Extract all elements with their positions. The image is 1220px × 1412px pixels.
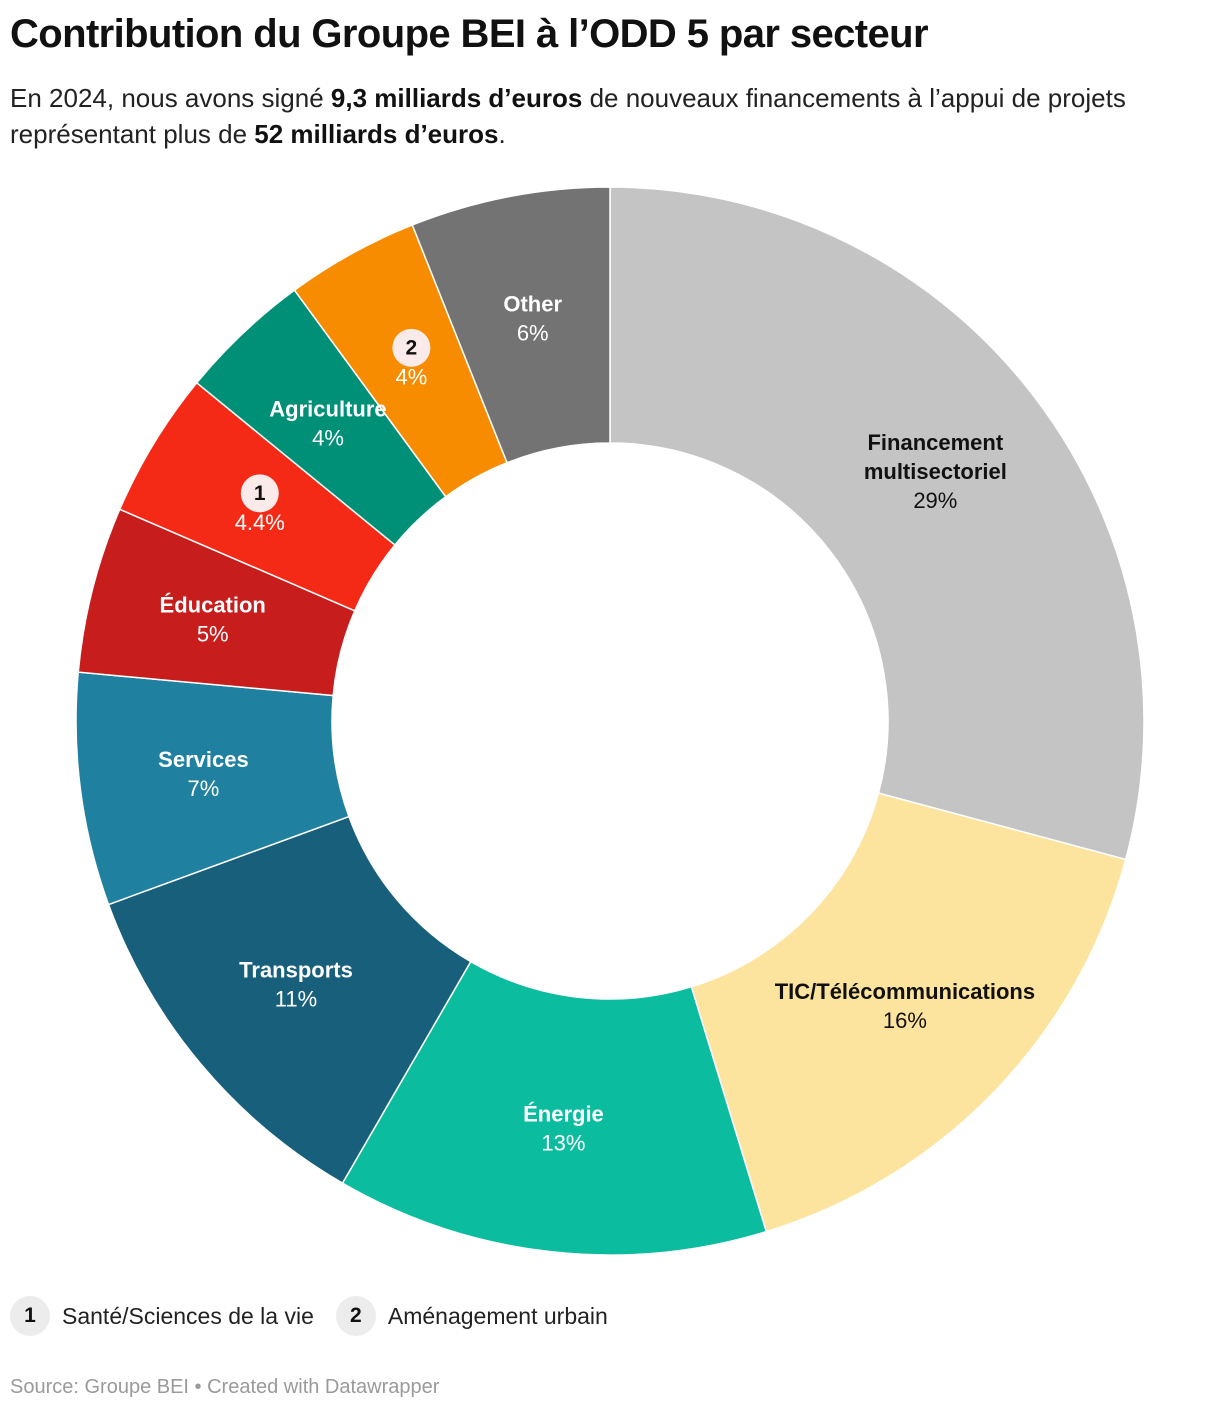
legend-marker-2: 2 bbox=[335, 1296, 376, 1336]
slice-value-energie: 13% bbox=[541, 1130, 585, 1155]
slice-marker-2: 2 bbox=[392, 328, 431, 367]
slice-other bbox=[411, 186, 611, 464]
slice-label-energie: Énergie bbox=[523, 1101, 604, 1126]
slice-value-amenagement-urbain: 4% bbox=[395, 364, 427, 389]
donut-chart: Financement multisectoriel 29% TIC/Télécomm… bbox=[75, 186, 1145, 1256]
slice-financement-multisectoriel bbox=[609, 186, 1145, 861]
slice-marker-circle-2 bbox=[392, 328, 431, 367]
slice-label-tic-telecommunications: TIC/Télécommunications bbox=[775, 979, 1035, 1004]
slice-energie bbox=[341, 960, 768, 1256]
slice-label-education: Éducation bbox=[160, 593, 266, 618]
slice-tic-telecommunications bbox=[690, 792, 1127, 1233]
slice-marker-circle-1 bbox=[240, 474, 279, 513]
slice-transports bbox=[107, 815, 472, 1185]
legend: 1 Santé/Sciences de la vie 2 Aménagement… bbox=[10, 1296, 630, 1336]
slice-marker-1: 1 bbox=[240, 474, 279, 513]
slice-value-education: 5% bbox=[197, 622, 229, 647]
slice-label-agriculture: Agriculture bbox=[269, 396, 386, 421]
slice-label-transports: Transports bbox=[239, 958, 353, 983]
slice-labels: Financement multisectoriel 29% TIC/Télécomm… bbox=[158, 291, 1035, 1155]
legend-label-2: Aménagement urbain bbox=[387, 1302, 608, 1329]
slices bbox=[75, 186, 1145, 1256]
slice-marker-text-2: 2 bbox=[406, 336, 418, 359]
legend-item-2: 2 Aménagement urbain bbox=[335, 1296, 608, 1336]
slice-label-other: Other bbox=[503, 291, 562, 316]
source-note: Source: Groupe BEI • Created with Datawr… bbox=[10, 1376, 440, 1398]
subtitle-highlight-1: 9,3 milliards d’euros bbox=[330, 83, 583, 113]
legend-marker-1: 1 bbox=[10, 1296, 50, 1336]
slice-label-financement-multisectoriel-1: Financement bbox=[867, 430, 1003, 455]
subtitle-text-3: . bbox=[498, 119, 506, 149]
slice-value-other: 6% bbox=[517, 320, 549, 345]
slice-label-services: Services bbox=[158, 747, 249, 772]
legend-item-1: 1 Santé/Sciences de la vie bbox=[10, 1296, 314, 1336]
slice-value-agriculture: 4% bbox=[312, 425, 344, 450]
slice-label-financement-multisectoriel-2: multisectoriel bbox=[864, 459, 1007, 484]
legend-label-1: Santé/Sciences de la vie bbox=[62, 1302, 314, 1329]
slice-value-sante-sciences-de-la-vie: 4.4% bbox=[235, 510, 285, 535]
slice-value-services: 7% bbox=[188, 776, 220, 801]
chart-title: Contribution du Groupe BEI à l’ODD 5 par… bbox=[10, 12, 929, 56]
chart-subtitle: En 2024, nous avons signé 9,3 milliards … bbox=[10, 80, 1210, 152]
subtitle-highlight-2: 52 milliards d’euros bbox=[254, 119, 499, 149]
slice-value-financement-multisectoriel: 29% bbox=[913, 488, 957, 513]
subtitle-text-1: En 2024, nous avons signé bbox=[10, 83, 331, 113]
slice-value-tic-telecommunications: 16% bbox=[883, 1008, 927, 1033]
slice-value-transports: 11% bbox=[275, 987, 317, 1012]
slice-marker-text-1: 1 bbox=[254, 482, 266, 505]
subtitle-text-2: de nouveaux financements à l’appui de pr… bbox=[10, 83, 1126, 149]
